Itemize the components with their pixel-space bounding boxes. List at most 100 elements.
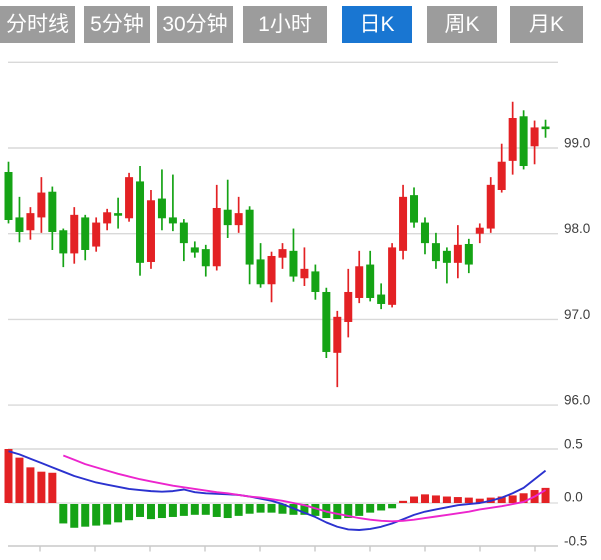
candle-body bbox=[442, 250, 451, 263]
macd-histogram-bar bbox=[442, 496, 451, 503]
macd-histogram-bar bbox=[278, 504, 287, 514]
candle-body bbox=[4, 171, 13, 220]
candle-body bbox=[81, 217, 90, 250]
candle-body bbox=[431, 243, 440, 262]
macd-histogram-bar bbox=[179, 504, 188, 516]
macd-histogram-bar bbox=[103, 504, 112, 525]
candle-body bbox=[366, 264, 375, 298]
candle-body bbox=[92, 222, 101, 247]
candle-body bbox=[377, 294, 386, 304]
candle-body bbox=[136, 181, 145, 263]
macd-histogram-bar bbox=[300, 504, 309, 515]
macd-histogram-bar bbox=[212, 504, 221, 517]
candle-body bbox=[475, 227, 484, 234]
candle-body bbox=[234, 213, 243, 226]
macd-histogram-bar bbox=[59, 504, 68, 524]
macd-histogram-bar bbox=[146, 504, 155, 520]
candle-body bbox=[190, 247, 199, 253]
dea-line bbox=[62, 454, 547, 523]
macd-histogram-bar bbox=[15, 457, 24, 503]
tab-minute-line[interactable]: 分时线 bbox=[0, 6, 75, 43]
diff-line bbox=[8, 450, 547, 531]
macd-histogram-bar bbox=[201, 504, 210, 515]
candle-body bbox=[311, 271, 320, 292]
macd-histogram-bar bbox=[37, 471, 46, 503]
indicator-axis-label: 0.0 bbox=[564, 490, 583, 505]
macd-histogram-bar bbox=[190, 504, 199, 515]
macd-histogram-bar bbox=[431, 495, 440, 503]
candle-body bbox=[168, 217, 177, 224]
price-axis-label: 98.0 bbox=[564, 221, 590, 236]
candle-body bbox=[37, 192, 46, 218]
candle-body bbox=[223, 209, 232, 226]
macd-histogram-bar bbox=[92, 504, 101, 526]
macd-histogram-bar bbox=[475, 498, 484, 503]
candle-body bbox=[519, 116, 528, 166]
candle-body bbox=[267, 255, 276, 285]
candle-body bbox=[541, 126, 550, 130]
candle-body bbox=[70, 214, 79, 254]
candle-body bbox=[114, 213, 123, 216]
macd-histogram-bar bbox=[388, 504, 397, 509]
candle-body bbox=[15, 217, 24, 232]
macd-histogram-bar bbox=[366, 504, 375, 513]
candle-body bbox=[388, 247, 397, 305]
candle-body bbox=[59, 230, 68, 254]
macd-histogram-bar bbox=[81, 504, 90, 527]
macd-histogram-bar bbox=[464, 497, 473, 503]
macd-histogram-bar bbox=[420, 494, 429, 503]
candle-body bbox=[26, 213, 35, 231]
macd-histogram-bar bbox=[136, 504, 145, 517]
macd-histogram-bar bbox=[377, 504, 386, 511]
candle-body bbox=[289, 250, 298, 277]
macd-histogram-bar bbox=[453, 497, 462, 503]
candle-body bbox=[179, 222, 188, 244]
price-axis-label: 97.0 bbox=[564, 307, 590, 322]
indicator-axis-label: -0.5 bbox=[564, 534, 587, 549]
candle-body bbox=[103, 212, 112, 224]
period-tabbar: 分时线 5分钟 30分钟 1小时 日K 周K 月K bbox=[0, 0, 601, 46]
candle-body bbox=[410, 195, 419, 223]
tab-daily-k[interactable]: 日K bbox=[342, 6, 412, 43]
candle-body bbox=[508, 118, 517, 161]
candle-body bbox=[300, 268, 309, 279]
macd-histogram-bar bbox=[26, 467, 35, 503]
macd-histogram-bar bbox=[497, 496, 506, 503]
macd-histogram-bar bbox=[410, 496, 419, 503]
macd-histogram-bar bbox=[48, 472, 57, 503]
macd-histogram-bar bbox=[234, 504, 243, 516]
macd-histogram-bar bbox=[168, 504, 177, 517]
macd-histogram-bar bbox=[541, 487, 550, 503]
macd-histogram-bar bbox=[399, 500, 408, 503]
macd-histogram-bar bbox=[4, 449, 13, 503]
macd-histogram-bar bbox=[245, 504, 254, 514]
candle-body bbox=[344, 291, 353, 322]
candle-body bbox=[497, 161, 506, 190]
macd-histogram-bar bbox=[508, 495, 517, 503]
candle-body bbox=[212, 207, 221, 267]
macd-histogram-bar bbox=[157, 504, 166, 519]
candle-body bbox=[245, 209, 254, 265]
tab-5min[interactable]: 5分钟 bbox=[84, 6, 150, 43]
tab-30min[interactable]: 30分钟 bbox=[157, 6, 233, 43]
indicator-axis-label: 0.5 bbox=[564, 437, 583, 452]
candle-body bbox=[48, 191, 57, 232]
candle-body bbox=[399, 196, 408, 251]
macd-histogram-bar bbox=[267, 504, 276, 513]
candle-body bbox=[420, 222, 429, 244]
candle-body bbox=[322, 291, 331, 352]
macd-histogram-bar bbox=[519, 493, 528, 503]
price-axis-label: 96.0 bbox=[564, 393, 590, 408]
candle-body bbox=[333, 316, 342, 353]
macd-histogram-bar bbox=[125, 504, 134, 521]
candle-body bbox=[464, 243, 473, 265]
tab-weekly-k[interactable]: 周K bbox=[427, 6, 497, 43]
tab-monthly-k[interactable]: 月K bbox=[510, 6, 583, 43]
macd-histogram-bar bbox=[114, 504, 123, 523]
candle-body bbox=[125, 177, 134, 219]
macd-histogram-bar bbox=[311, 504, 320, 516]
tab-1hour[interactable]: 1小时 bbox=[243, 6, 327, 43]
price-axis-label: 99.0 bbox=[564, 136, 590, 151]
